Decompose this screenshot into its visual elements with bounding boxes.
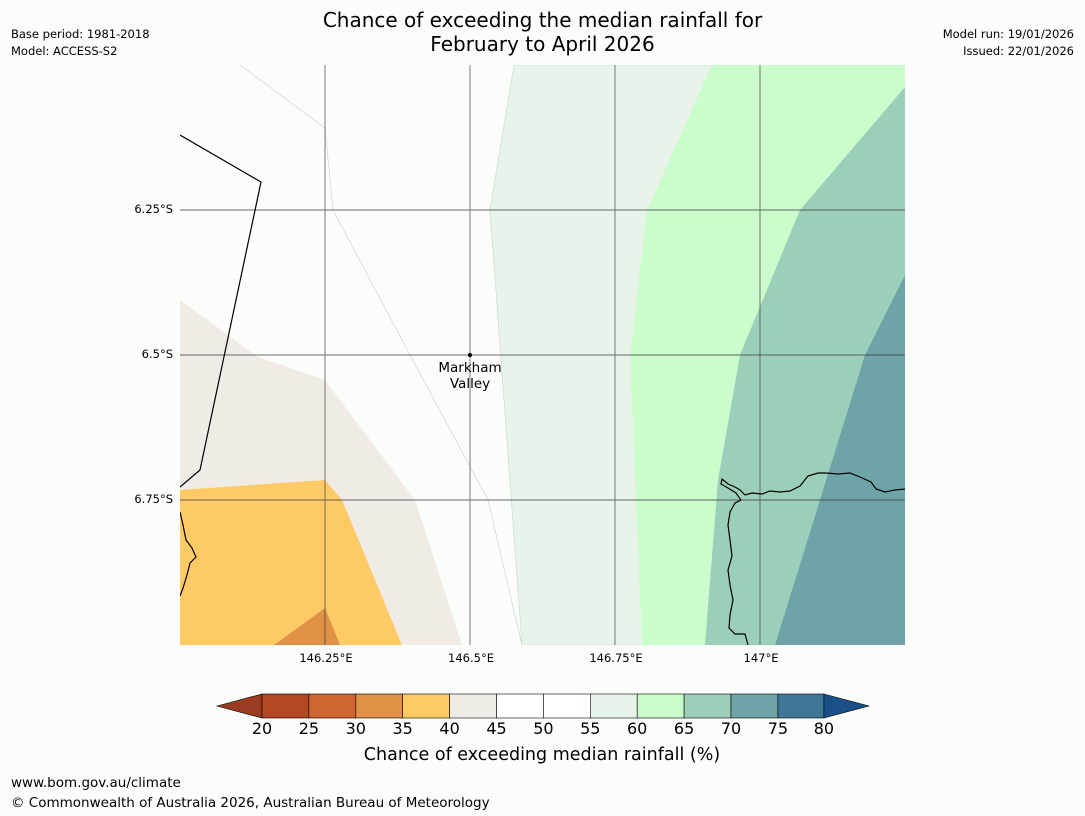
coastline-left: [180, 511, 197, 597]
colorbar-bin-35-40: [402, 693, 450, 719]
colorbar-tick-25: 25: [298, 719, 320, 738]
map-title-line1: Chance of exceeding the median rainfall …: [322, 8, 763, 32]
base-period-text: Base period: 1981-2018: [11, 27, 150, 41]
colorbar-tick-20: 20: [251, 719, 273, 738]
lat-label-6-25: 6.25°S: [134, 202, 173, 216]
lon-label-146-5: 146.5°E: [448, 651, 494, 665]
lat-label-6-5: 6.5°S: [141, 347, 173, 361]
markham-valley-marker: [468, 353, 472, 357]
colorbar-bin-25-30: [308, 693, 357, 719]
colorbar-tick-40: 40: [439, 719, 460, 738]
colorbar-tick-80: 80: [813, 719, 835, 738]
contour-band-30-35: [274, 608, 340, 645]
colorbar-tick-45: 45: [486, 719, 507, 738]
contour-fills: [180, 65, 905, 645]
colorbar-bin-60-65: [636, 693, 685, 719]
colorbar-tick-75: 75: [767, 719, 789, 738]
colorbar-bin-45-50: [496, 693, 544, 719]
lon-label-146-25: 146.25°E: [299, 651, 353, 665]
meta-right: Model run: 19/01/2026 Issued: 22/01/2026: [943, 26, 1074, 60]
province-boundary: [180, 134, 262, 488]
lon-label-147: 147°E: [743, 651, 779, 665]
model-text: Model: ACCESS-S2: [11, 44, 118, 58]
place-label-line1: Markham: [438, 360, 502, 376]
colorbar-extend-low: [215, 693, 263, 719]
colorbar-bin-30-35: [355, 693, 403, 719]
colorbar-bin-20-25: [261, 693, 310, 719]
map-title-line2: February to April 2026: [430, 32, 655, 56]
colorbar-tick-35: 35: [392, 719, 413, 738]
colorbar-tick-55: 55: [580, 719, 601, 738]
colorbar-bin-75-80: [777, 693, 825, 719]
colorbar: [215, 693, 871, 719]
map-title: Chance of exceeding the median rainfall …: [280, 8, 805, 56]
colorbar-tick-70: 70: [720, 719, 742, 738]
contour-line-50: [239, 65, 523, 645]
footer-url[interactable]: www.bom.gov.au/climate: [11, 775, 181, 791]
model-run-text: Model run: 19/01/2026: [942, 27, 1074, 41]
place-label-line2: Valley: [449, 376, 491, 392]
colorbar-extend-high: [823, 693, 871, 719]
colorbar-tick-50: 50: [533, 719, 554, 738]
colorbar-tick-65: 65: [673, 719, 695, 738]
colorbar-tick-30: 30: [345, 719, 366, 738]
contour-band-70-75: [775, 275, 905, 645]
colorbar-bin-40-45: [449, 693, 497, 719]
colorbar-label: Chance of exceeding median rainfall (%): [363, 745, 721, 765]
meta-left: Base period: 1981-2018 Model: ACCESS-S2: [11, 26, 150, 60]
place-label-markham-valley: Markham Valley: [420, 360, 520, 392]
colorbar-bin-70-75: [730, 693, 779, 719]
coastline-right: [720, 472, 905, 645]
issued-text: Issued: 22/01/2026: [963, 44, 1074, 58]
colorbar-bin-65-70: [683, 693, 732, 719]
lon-label-146-75: 146.75°E: [589, 651, 643, 665]
colorbar-bin-50-55: [543, 693, 591, 719]
contour-band-35-40: [180, 480, 402, 645]
colorbar-bin-55-60: [589, 693, 638, 719]
colorbar-tick-60: 60: [627, 719, 648, 738]
footer-copyright: © Commonwealth of Australia 2026, Austra…: [11, 795, 490, 811]
lat-label-6-75: 6.75°S: [134, 492, 173, 506]
